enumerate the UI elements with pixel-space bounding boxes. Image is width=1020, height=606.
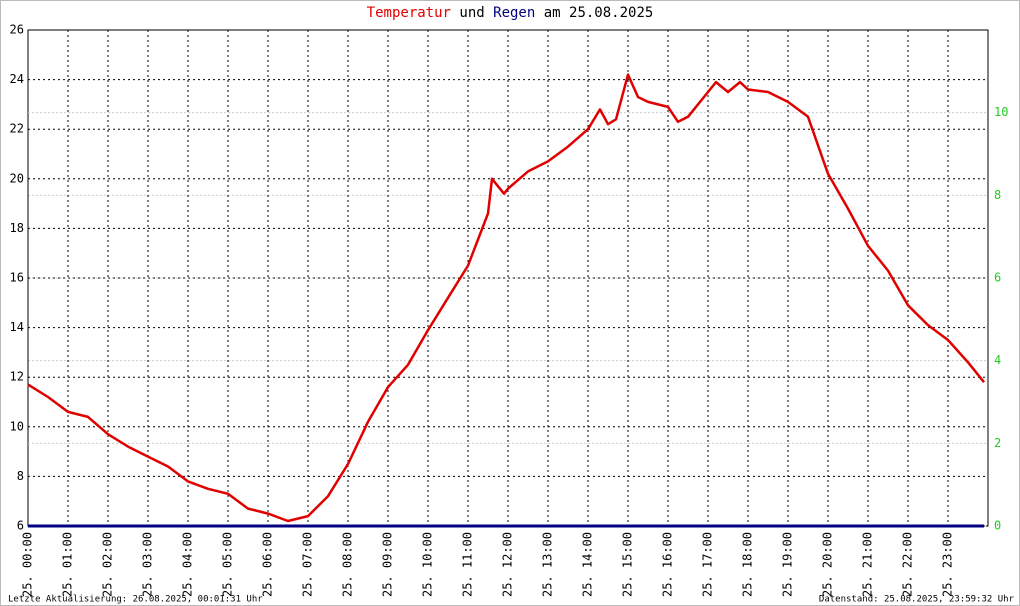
x-tick-label: 25. 07:00 <box>301 532 315 597</box>
x-tick-label: 25. 10:00 <box>421 532 435 597</box>
x-tick-label: 25. 02:00 <box>101 532 115 597</box>
title-part: und <box>459 5 484 21</box>
x-tick-label: 25. 04:00 <box>181 532 195 597</box>
x-tick-label: 25. 17:00 <box>701 532 715 597</box>
y-tick-label: 18 <box>10 221 24 235</box>
x-tick-label: 25. 08:00 <box>341 532 355 597</box>
y2-tick-label: 6 <box>994 271 1001 285</box>
x-tick-label: 25. 20:00 <box>821 532 835 597</box>
y-tick-label: 14 <box>10 320 24 334</box>
x-tick-label: 25. 05:00 <box>221 532 235 597</box>
y-tick-label: 16 <box>10 271 24 285</box>
x-tick-label: 25. 13:00 <box>541 532 555 597</box>
series-line <box>27 73 985 523</box>
y-tick-label: 22 <box>10 122 24 136</box>
y-tick-label: 24 <box>10 72 24 86</box>
x-tick-label: 25. 11:00 <box>461 532 475 597</box>
y-tick-label: 12 <box>10 370 24 384</box>
y2-tick-label: 4 <box>994 353 1001 367</box>
y2-tick-label: 0 <box>994 519 1001 533</box>
title-part: Temperatur <box>367 5 451 21</box>
x-tick-label: 25. 18:00 <box>741 532 755 597</box>
x-tick-label: 25. 23:00 <box>941 532 955 597</box>
chart-title: Temperatur und Regen am 25.08.2025 <box>367 5 654 21</box>
footer-left: Letzte Aktualisierung: 26.08.2025, 00:01… <box>8 595 263 605</box>
x-tick-label: 25. 00:00 <box>21 532 35 597</box>
x-tick-label: 25. 19:00 <box>781 532 795 597</box>
y-tick-label: 26 <box>10 23 24 37</box>
y2-tick-label: 2 <box>994 436 1001 450</box>
x-tick-label: 25. 22:00 <box>901 532 915 597</box>
x-tick-label: 25. 12:00 <box>501 532 515 597</box>
x-tick-label: 25. 06:00 <box>261 532 275 597</box>
y-tick-label: 20 <box>10 171 24 185</box>
footer-right: Datenstand: 25.08.2025, 23:59:32 Uhr <box>819 595 1015 605</box>
title-part: am 25.08.2025 <box>544 5 654 21</box>
y-tick-label: 8 <box>17 469 24 483</box>
x-tick-label: 25. 21:00 <box>861 532 875 597</box>
title-part: Regen <box>493 5 535 21</box>
x-tick-label: 25. 14:00 <box>581 532 595 597</box>
x-tick-label: 25. 15:00 <box>621 532 635 597</box>
y-tick-label: 6 <box>17 519 24 533</box>
y-tick-label: 10 <box>10 419 24 433</box>
x-tick-label: 25. 03:00 <box>141 532 155 597</box>
y2-tick-label: 8 <box>994 188 1001 202</box>
x-tick-label: 25. 01:00 <box>61 532 75 597</box>
x-tick-label: 25. 16:00 <box>661 532 675 597</box>
x-tick-label: 25. 09:00 <box>381 532 395 597</box>
y2-tick-label: 10 <box>994 105 1008 119</box>
